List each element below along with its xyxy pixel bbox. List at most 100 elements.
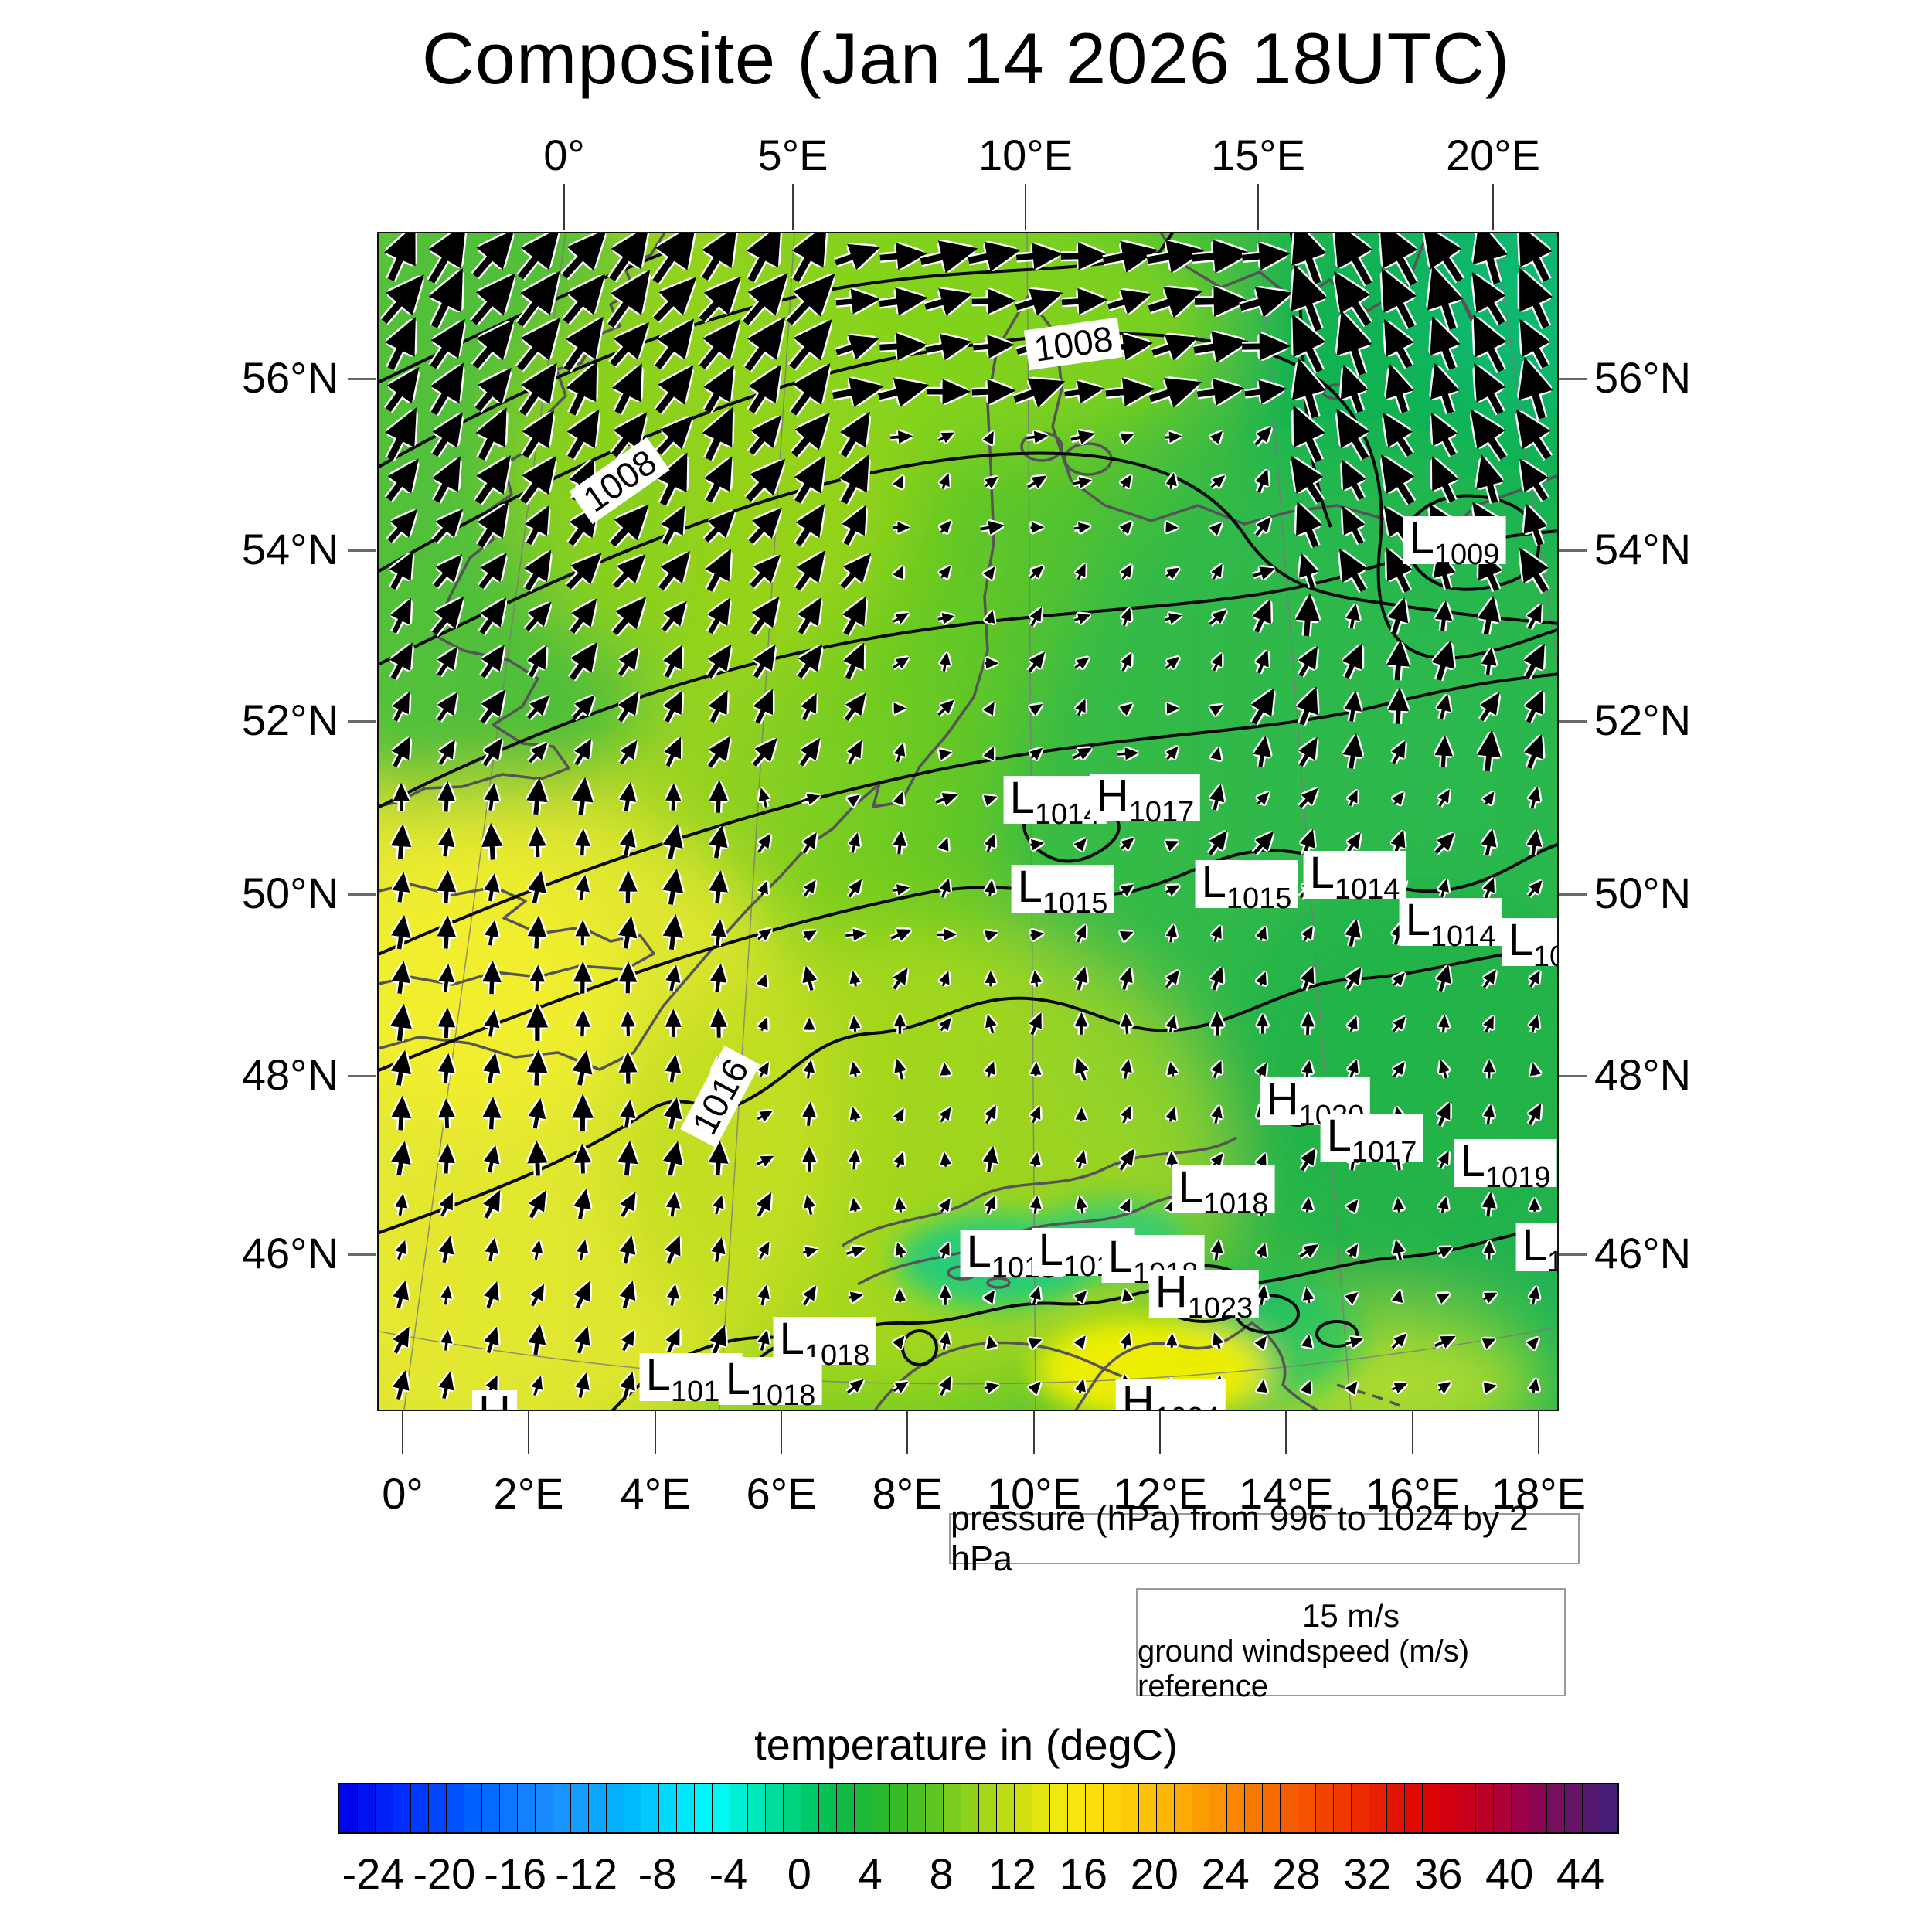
colorbar-segment [818,1784,837,1832]
wind-arrow [1105,377,1155,406]
wind-arrow [832,377,885,407]
wind-arrow [1166,702,1180,715]
wind-arrow [391,1095,412,1131]
wind-arrow [1254,427,1272,446]
wind-arrow [1211,652,1223,672]
wind-arrow [744,317,786,372]
left-axis-tick [348,1253,376,1256]
wind-arrow [803,930,817,942]
colorbar-segment [1120,1784,1138,1832]
wind-arrow [390,598,412,634]
wind-arrow [757,880,768,896]
wind-arrow [799,738,821,767]
wind-arrow [1209,430,1223,444]
right-axis-tick [1559,1253,1587,1256]
wind-arrow [1029,1151,1041,1167]
colorbar-segment [1510,1784,1529,1832]
wind-arrow [1119,521,1133,535]
wind-arrow [516,318,561,371]
wind-arrow [1244,379,1287,404]
wind-arrow [893,884,910,896]
wind-arrow [526,1003,549,1041]
colorbar-tick-label: -24 [342,1849,405,1898]
colorbar-segment [783,1784,801,1832]
right-axis-tick [1559,549,1587,552]
wind-arrow [842,596,867,635]
wind-arrow [618,870,638,903]
pressure-center-value: 1014 [1334,873,1400,906]
wind-arrow [939,1376,951,1396]
colorbar-segment [570,1784,588,1832]
wind-arrow [520,455,557,504]
wind-arrow [890,929,912,941]
colorbar-segment [924,1784,943,1832]
wind-arrow [438,1098,456,1128]
colorbar-tick-label: 36 [1414,1849,1463,1898]
wind-arrow [1291,455,1324,504]
wind-arrow [437,915,457,949]
colorbar-segment [356,1784,375,1832]
pressure-center-value: 1019 [1485,1162,1551,1194]
wind-arrow [573,1143,592,1174]
wind-arrow [971,288,1016,315]
wind-arrow [619,781,637,812]
wind-arrow [1345,967,1362,990]
wind-arrow [843,642,865,679]
wind-arrow [438,964,455,992]
wind-arrow [1299,787,1318,808]
wind-arrow [1211,563,1223,580]
wind-arrow [1107,289,1152,315]
wind-arrow [985,930,998,942]
wind-arrow [699,276,742,322]
wind-arrow [479,597,507,634]
wind-arrow [610,321,650,367]
wind-arrow [1209,522,1223,536]
contour-label: 1016 [680,1045,760,1148]
wind-arrow [658,550,691,590]
bottom-axis-tick [1538,1411,1539,1454]
wind-arrow [1013,378,1066,408]
wind-arrow [1211,925,1222,942]
wind-arrow [395,1240,406,1260]
wind-arrow [895,1242,906,1258]
top-axis-tick [1025,184,1026,230]
wind-arrow [790,362,831,416]
wind-arrow [517,233,559,280]
colorbar-tick-label: 0 [787,1849,811,1898]
wind-arrow [1073,477,1092,488]
wind-arrow [1211,1060,1222,1078]
wind-arrow [569,641,598,681]
wind-arrow [1073,1335,1086,1349]
wind-arrow [747,233,781,283]
wind-arrow [1121,1105,1131,1124]
wind-arrow [709,963,727,992]
pressure-center-value: 1020 [1546,1246,1557,1278]
right-axis-label: 46°N [1594,1229,1692,1277]
right-axis-label: 54°N [1594,525,1692,573]
wind-arrow [803,879,816,897]
wind-arrow [1255,516,1271,536]
wind-arrow [1193,331,1249,363]
wind-arrow [1029,747,1043,760]
right-axis-tick [1559,1075,1587,1077]
wind-arrow [1256,926,1267,941]
left-axis-tick [348,893,376,896]
wind-arrow [525,505,549,546]
pressure-caption-box: pressure (hPa) from 996 to 1024 by 2 hPa [949,1498,1580,1578]
wind-arrow [385,366,420,412]
colorbar-tick-label: 4 [858,1849,883,1898]
wind-arrow [391,914,411,950]
wind-arrow [893,702,906,715]
wind-arrow [848,832,860,853]
page-title: Composite (Jan 14 2026 18UTC) [421,18,1511,99]
right-axis-label: 50°N [1594,869,1692,917]
wind-arrow [1119,930,1134,942]
wind-arrow [704,456,733,503]
bottom-axis-tick [781,1411,782,1454]
colorbar-segment [1191,1784,1209,1832]
wind-arrow [1298,645,1318,677]
wind-arrow [1296,501,1322,548]
wind-arrow [478,553,507,589]
pressure-center-label: H [472,1390,517,1410]
